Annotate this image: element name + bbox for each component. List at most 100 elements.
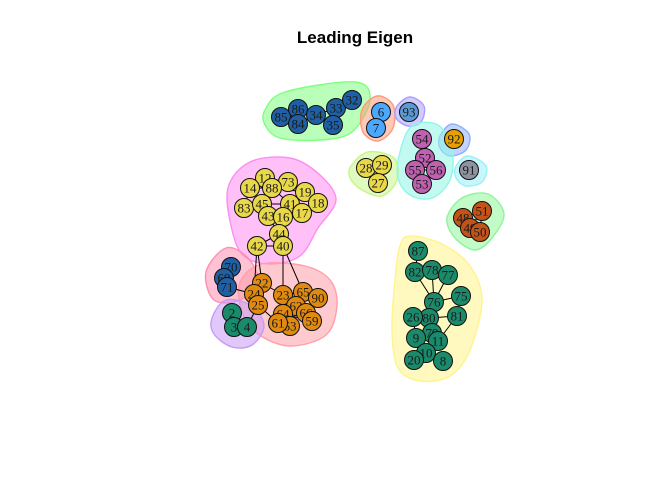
node-35: 35	[323, 115, 343, 135]
node-label: 28	[360, 161, 373, 176]
node-20: 20	[404, 350, 424, 370]
node-label: 54	[416, 132, 430, 147]
node-circle	[240, 178, 260, 198]
node-circle	[292, 203, 312, 223]
node-circle	[323, 115, 343, 135]
node-label: 87	[412, 244, 426, 259]
node-label: 26	[407, 310, 421, 325]
node-18: 18	[308, 193, 328, 213]
node-93: 93	[399, 102, 419, 122]
node-9: 9	[406, 328, 426, 348]
node-circle	[404, 350, 424, 370]
node-50: 50	[470, 222, 490, 242]
node-56: 56	[426, 160, 446, 180]
node-label: 77	[442, 268, 456, 283]
node-54: 54	[412, 129, 432, 149]
node-label: 11	[432, 334, 445, 349]
node-circle	[302, 311, 322, 331]
node-circle	[444, 129, 464, 149]
node-61: 61	[268, 313, 288, 333]
node-26: 26	[403, 307, 423, 327]
node-33: 33	[326, 98, 346, 118]
node-label: 50	[474, 225, 487, 240]
node-circle	[262, 178, 282, 198]
node-27: 27	[368, 173, 388, 193]
node-label: 88	[266, 181, 279, 196]
node-label: 61	[272, 316, 285, 331]
node-17: 17	[292, 203, 312, 223]
node-circle	[459, 160, 479, 180]
node-label: 33	[330, 101, 343, 116]
node-14: 14	[240, 178, 260, 198]
node-40: 40	[273, 236, 293, 256]
node-label: 2	[229, 306, 236, 321]
node-78: 78	[422, 260, 442, 280]
node-label: 18	[312, 196, 325, 211]
node-16: 16	[273, 207, 293, 227]
node-71: 71	[217, 277, 237, 297]
node-label: 3	[231, 320, 238, 335]
node-circle	[412, 174, 432, 194]
node-circle	[295, 182, 315, 202]
node-label: 76	[428, 295, 442, 310]
node-circle	[406, 328, 426, 348]
node-label: 59	[306, 314, 319, 329]
node-87: 87	[408, 241, 428, 261]
node-label: 84	[292, 117, 306, 132]
node-label: 35	[327, 118, 340, 133]
node-label: 17	[296, 206, 310, 221]
node-label: 32	[346, 93, 359, 108]
node-7: 7	[366, 118, 386, 138]
node-label: 34	[310, 108, 324, 123]
node-34: 34	[306, 105, 326, 125]
node-circle	[399, 102, 419, 122]
node-85: 85	[271, 107, 291, 127]
node-83: 83	[234, 198, 254, 218]
node-label: 4	[244, 320, 251, 335]
node-circle	[403, 307, 423, 327]
node-circle	[247, 236, 267, 256]
node-label: 42	[251, 239, 264, 254]
community-hulls	[204, 81, 505, 383]
node-label: 40	[277, 239, 290, 254]
node-84: 84	[288, 114, 308, 134]
node-label: 91	[463, 163, 476, 178]
node-81: 81	[447, 306, 467, 326]
node-circle	[368, 173, 388, 193]
node-label: 75	[455, 289, 468, 304]
node-circle	[408, 241, 428, 261]
node-label: 14	[244, 181, 258, 196]
node-label: 20	[408, 353, 421, 368]
node-circle	[288, 114, 308, 134]
node-circle	[273, 236, 293, 256]
node-4: 4	[237, 317, 257, 337]
node-label: 53	[416, 177, 429, 192]
node-label: 80	[423, 311, 436, 326]
node-73: 73	[278, 172, 298, 192]
plot-title: Leading Eigen	[296, 28, 414, 47]
node-circle	[426, 160, 446, 180]
node-51: 51	[472, 201, 492, 221]
node-label: 8	[440, 354, 447, 369]
node-53: 53	[412, 174, 432, 194]
node-label: 6	[378, 105, 385, 120]
node-label: 85	[275, 110, 288, 125]
node-circle	[433, 351, 453, 371]
node-label: 27	[372, 176, 386, 191]
node-circle	[438, 265, 458, 285]
node-label: 90	[312, 291, 325, 306]
node-circle	[237, 317, 257, 337]
node-label: 29	[376, 158, 389, 173]
node-82: 82	[405, 262, 425, 282]
node-32: 32	[342, 90, 362, 110]
node-label: 82	[409, 265, 422, 280]
node-circle	[248, 295, 268, 315]
node-label: 43	[262, 209, 275, 224]
node-label: 56	[430, 163, 444, 178]
node-circle	[342, 90, 362, 110]
node-75: 75	[451, 286, 471, 306]
node-29: 29	[372, 155, 392, 175]
node-59: 59	[302, 311, 322, 331]
node-circle	[472, 201, 492, 221]
